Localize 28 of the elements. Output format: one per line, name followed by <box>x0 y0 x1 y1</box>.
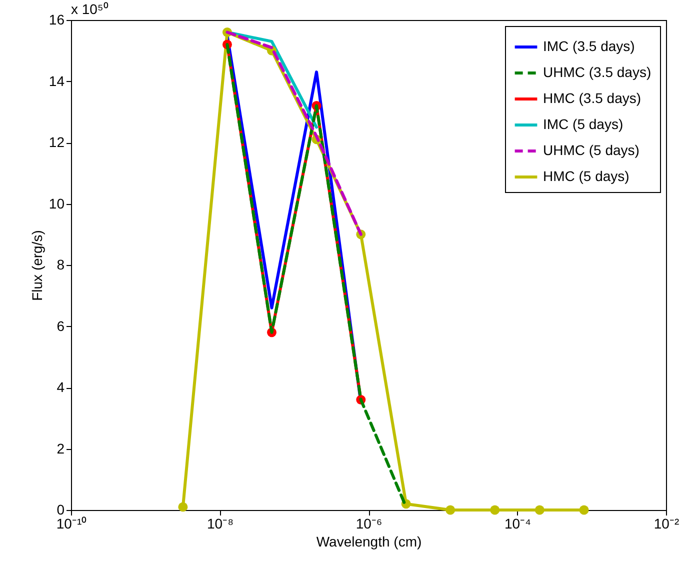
x-tick-label: 10⁻⁶ <box>356 516 382 532</box>
legend-label: HMC (5 days) <box>543 168 630 184</box>
legend-label: UHMC (5 days) <box>543 142 640 158</box>
point <box>534 505 544 515</box>
y-tick-label: 10 <box>48 195 65 212</box>
y-tick-label: 16 <box>48 12 65 28</box>
y-tick-label: 12 <box>48 134 65 150</box>
x-tick-label: 10⁻⁸ <box>207 516 234 532</box>
x-axis-title: Wavelength (cm) <box>316 534 422 550</box>
y-tick-label: 6 <box>56 318 65 334</box>
point <box>178 502 188 512</box>
x-tick-label: 10⁻² <box>654 516 680 532</box>
y-tick-label: 4 <box>56 379 65 395</box>
legend-label: IMC (3.5 days) <box>543 38 635 54</box>
point <box>579 505 589 515</box>
legend-label: HMC (3.5 days) <box>543 90 642 106</box>
legend-label: UHMC (3.5 days) <box>543 64 652 80</box>
y-axis-title: Flux (erg/s) <box>28 230 45 301</box>
y-tick-label: 2 <box>56 440 65 456</box>
text: x 10⁵⁰ <box>71 1 108 17</box>
point <box>490 505 500 515</box>
legend-label: IMC (5 days) <box>543 116 624 132</box>
y-tick-label: 14 <box>48 72 65 89</box>
y-tick-label: 8 <box>56 256 65 272</box>
x-tick-label: 10⁻⁴ <box>504 516 532 532</box>
point <box>446 505 456 515</box>
y-tick-label: 0 <box>56 502 65 518</box>
x-tick-label: 10⁻¹⁰ <box>56 516 87 532</box>
